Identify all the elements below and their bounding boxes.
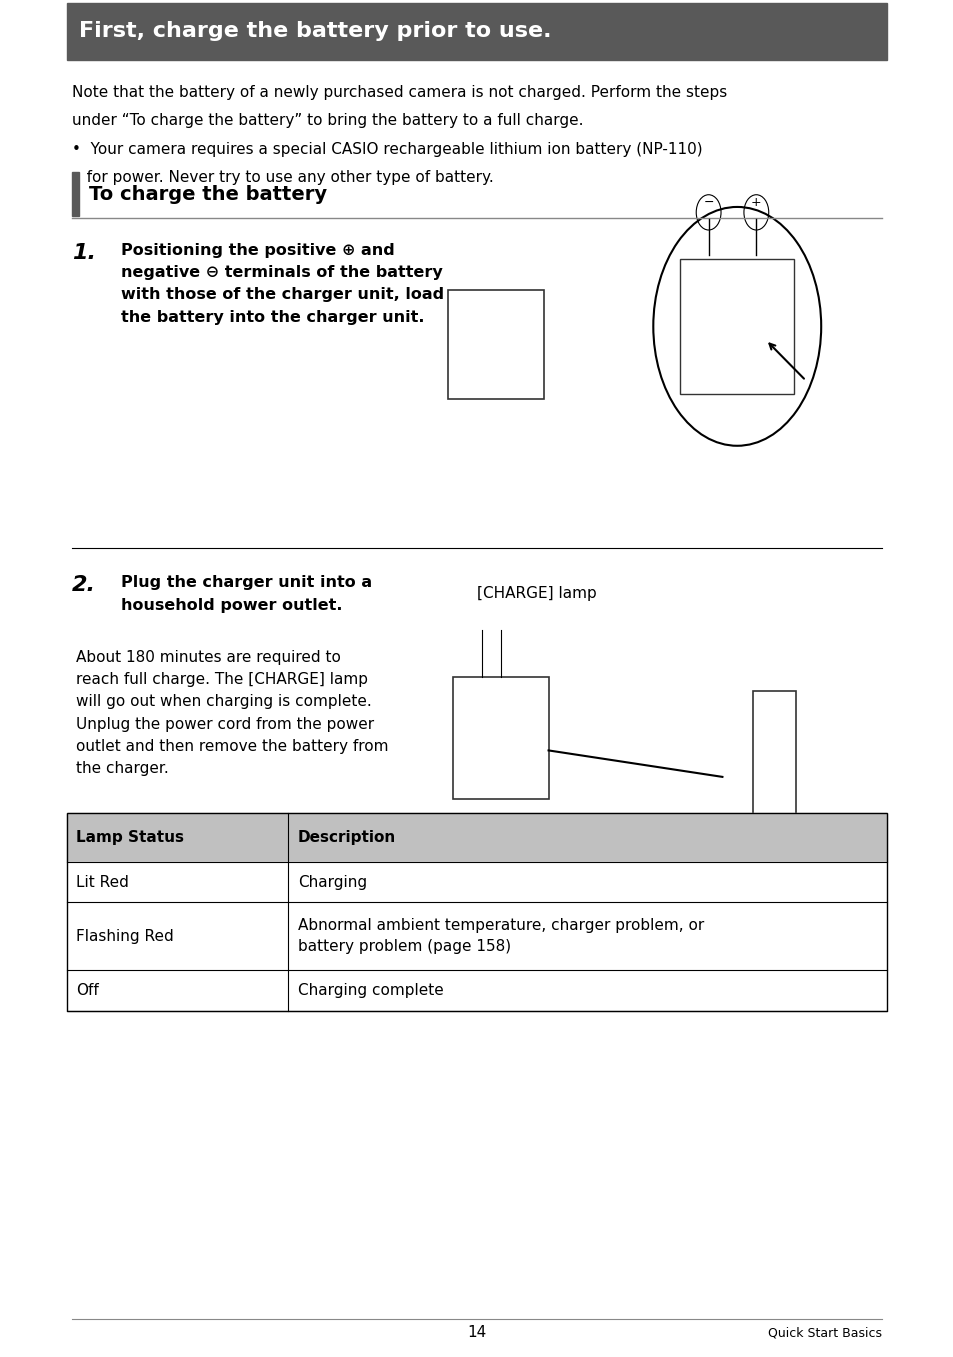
Bar	[67, 970, 886, 1011]
Text: for power. Never try to use any other type of battery.: for power. Never try to use any other ty…	[71, 170, 493, 185]
Text: •  Your camera requires a special CASIO rechargeable lithium ion battery (NP-110: • Your camera requires a special CASIO r…	[71, 142, 701, 157]
Text: Note that the battery of a newly purchased camera is not charged. Perform the st: Note that the battery of a newly purchas…	[71, 85, 726, 100]
Text: [CHARGE] lamp: [CHARGE] lamp	[476, 586, 597, 601]
Text: 2.: 2.	[71, 575, 95, 596]
Bar	[448, 290, 543, 399]
Text: under “To charge the battery” to bring the battery to a full charge.: under “To charge the battery” to bring t…	[71, 113, 582, 128]
Text: Charging: Charging	[297, 874, 367, 890]
Text: First, charge the battery prior to use.: First, charge the battery prior to use.	[79, 22, 551, 41]
Text: Abnormal ambient temperature, charger problem, or
battery problem (page 158): Abnormal ambient temperature, charger pr…	[297, 919, 703, 954]
Bar	[453, 677, 548, 799]
Text: Description: Description	[297, 829, 395, 845]
Bar	[679, 259, 794, 395]
Bar	[67, 902, 886, 970]
Text: Flashing Red: Flashing Red	[76, 928, 173, 944]
Text: Plug the charger unit into a
household power outlet.: Plug the charger unit into a household p…	[121, 575, 372, 612]
Text: +: +	[750, 195, 760, 209]
Text: To charge the battery: To charge the battery	[89, 185, 327, 204]
Text: 1.: 1.	[71, 243, 95, 263]
Bar	[67, 813, 886, 1011]
Text: 14: 14	[467, 1324, 486, 1341]
Text: −: −	[702, 195, 713, 209]
Bar	[67, 862, 886, 902]
Text: Quick Start Basics: Quick Start Basics	[768, 1326, 882, 1339]
Bar	[753, 691, 796, 826]
Text: Charging complete: Charging complete	[297, 982, 443, 999]
Text: About 180 minutes are required to
reach full charge. The [CHARGE] lamp
will go o: About 180 minutes are required to reach …	[76, 650, 389, 776]
Bar	[67, 813, 886, 862]
Text: Lit Red: Lit Red	[76, 874, 129, 890]
Text: Positioning the positive ⊕ and
negative ⊖ terminals of the battery
with those of: Positioning the positive ⊕ and negative …	[121, 243, 444, 324]
Bar	[71, 172, 79, 216]
Text: Off: Off	[76, 982, 99, 999]
Text: Lamp Status: Lamp Status	[76, 829, 184, 845]
Bar	[67, 3, 886, 60]
